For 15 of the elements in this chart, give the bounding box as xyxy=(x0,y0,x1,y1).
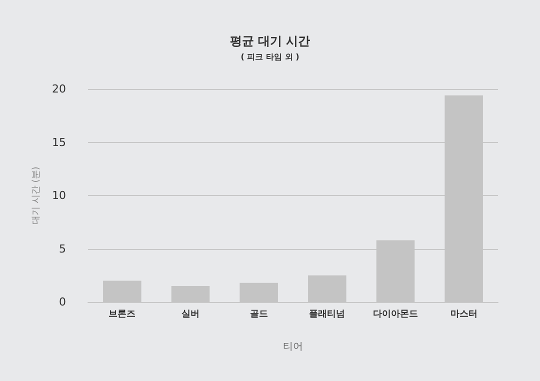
y-tick-label: 15 xyxy=(52,136,66,149)
y-tick-label: 10 xyxy=(52,189,66,202)
x-tick-label: 골드 xyxy=(250,310,268,320)
y-tick-label: 20 xyxy=(52,82,66,96)
x-tick-label: 플래티넘 xyxy=(309,310,346,320)
x-tick-label: 브론즈 xyxy=(108,310,136,320)
y-tick-label: 0 xyxy=(59,296,66,308)
x-tick-label: 다이아몬드 xyxy=(373,310,418,320)
x-axis-title: 티어 xyxy=(283,342,303,352)
chart-title: 평균 대기 시간 xyxy=(230,34,310,48)
x-tick-label: 실버 xyxy=(182,310,200,320)
y-tick-label: 5 xyxy=(59,242,66,256)
chart-subtitle: ( 피크 타임 외 ) xyxy=(240,52,300,62)
y-axis-title: 대기 시간 (분) xyxy=(32,166,42,224)
x-tick-label: 마스터 xyxy=(450,310,478,320)
